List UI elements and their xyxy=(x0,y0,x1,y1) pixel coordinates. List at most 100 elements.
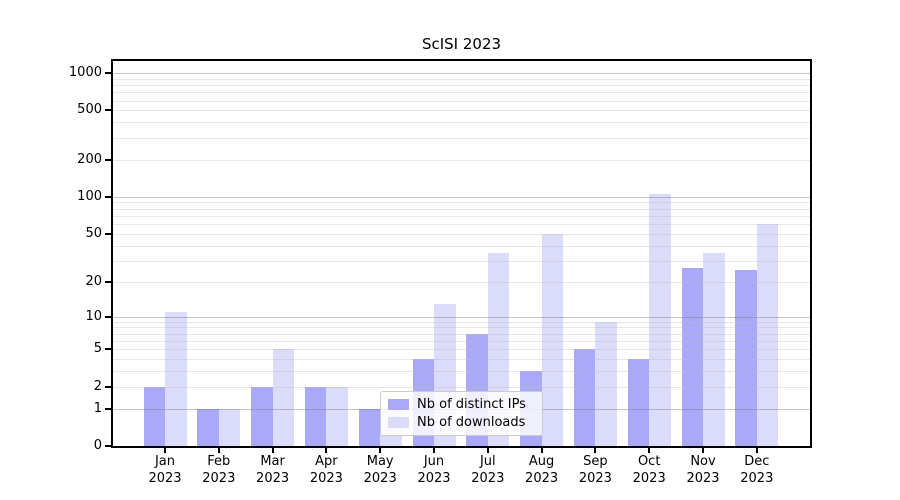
x-tick-month: Apr xyxy=(315,454,338,469)
x-tick-month: Dec xyxy=(744,454,770,469)
y-tick-label: 20 xyxy=(85,273,102,289)
bar-downloads xyxy=(756,224,779,446)
x-tick-year: 2023 xyxy=(363,471,397,486)
legend-label-distinct-ips: Nb of distinct IPs xyxy=(417,397,526,412)
x-tick-year: 2023 xyxy=(525,471,559,486)
x-tick-mark xyxy=(271,448,274,453)
y-tick-mark xyxy=(105,280,111,283)
y-tick-label: 200 xyxy=(77,151,102,167)
x-tick-label: Jul 2023 xyxy=(460,453,516,487)
legend-swatch-distinct-ips xyxy=(388,399,409,410)
x-tick-month: Jul xyxy=(479,454,496,469)
x-tick-year: 2023 xyxy=(632,471,666,486)
bar-distinct-ips xyxy=(627,359,650,446)
x-tick-month: Jan xyxy=(154,454,176,469)
x-tick-mark xyxy=(648,448,651,453)
legend: Nb of distinct IPs Nb of downloads xyxy=(380,391,543,436)
legend-entry-downloads: Nb of downloads xyxy=(388,415,534,430)
x-tick-year: 2023 xyxy=(256,471,290,486)
x-tick-mark xyxy=(217,448,220,453)
x-tick-label: Dec 2023 xyxy=(729,453,785,487)
bar-distinct-ips xyxy=(358,408,381,446)
bar-downloads xyxy=(595,321,617,446)
y-tick-mark xyxy=(105,158,111,161)
bar-downloads xyxy=(541,233,564,446)
bar-distinct-ips xyxy=(251,386,273,446)
bar-distinct-ips xyxy=(143,386,165,446)
y-tick-mark xyxy=(105,407,111,410)
y-tick-mark xyxy=(105,72,111,75)
x-tick-year: 2023 xyxy=(148,471,182,486)
x-tick-year: 2023 xyxy=(471,471,505,486)
x-tick-label: Apr 2023 xyxy=(298,453,354,487)
x-tick-month: Oct xyxy=(637,454,661,469)
bar-downloads xyxy=(218,408,241,446)
x-tick-mark xyxy=(379,448,382,453)
plot-inner xyxy=(113,61,810,446)
x-tick-label: Mar 2023 xyxy=(245,453,301,487)
y-tick-mark xyxy=(105,109,111,112)
x-tick-label: May 2023 xyxy=(352,453,408,487)
x-tick-mark xyxy=(702,448,704,453)
x-tick-year: 2023 xyxy=(578,471,612,486)
x-tick-month: Sep xyxy=(583,454,608,469)
y-tick-label: 5 xyxy=(93,341,102,357)
bar-downloads xyxy=(326,386,348,446)
x-tick-year: 2023 xyxy=(740,471,774,486)
y-tick-label: 10 xyxy=(85,308,102,324)
bar-distinct-ips xyxy=(304,386,327,446)
bar-distinct-ips xyxy=(573,349,596,446)
bar-downloads xyxy=(703,252,725,446)
x-tick-year: 2023 xyxy=(417,471,451,486)
y-tick-label: 100 xyxy=(77,188,102,204)
y-tick-label: 500 xyxy=(77,102,102,118)
x-tick-year: 2023 xyxy=(309,471,343,486)
x-tick-mark xyxy=(325,448,328,453)
x-tick-mark xyxy=(164,448,166,453)
y-tick-mark xyxy=(105,385,111,388)
y-tick-label: 2 xyxy=(93,378,102,394)
x-tick-label: Jun 2023 xyxy=(406,453,462,487)
x-tick-year: 2023 xyxy=(202,471,236,486)
x-tick-month: Jun xyxy=(423,454,445,469)
y-tick-mark xyxy=(105,445,111,447)
bars-layer xyxy=(113,61,810,446)
y-tick-mark xyxy=(105,232,111,235)
legend-entry-distinct-ips: Nb of distinct IPs xyxy=(388,397,534,412)
x-tick-mark xyxy=(486,448,489,453)
legend-label-downloads: Nb of downloads xyxy=(417,415,526,430)
bar-downloads xyxy=(649,194,671,446)
x-tick-year: 2023 xyxy=(686,471,720,486)
bar-downloads xyxy=(165,311,187,446)
x-tick-label: Sep 2023 xyxy=(567,453,623,487)
x-tick-month: Feb xyxy=(207,454,231,469)
x-tick-label: Oct 2023 xyxy=(621,453,677,487)
x-tick-label: Feb 2023 xyxy=(191,453,247,487)
x-tick-month: Nov xyxy=(690,454,716,469)
y-tick-label: 1000 xyxy=(68,65,102,81)
x-tick-label: Nov 2023 xyxy=(675,453,731,487)
y-tick-label: 0 xyxy=(93,438,102,453)
y-tick-mark xyxy=(105,195,111,198)
x-tick-label: Jan 2023 xyxy=(137,453,193,487)
y-tick-label: 1 xyxy=(93,400,102,416)
bar-distinct-ips xyxy=(735,270,757,446)
x-tick-month: Mar xyxy=(260,454,285,469)
chart-title: ScISI 2023 xyxy=(421,35,502,53)
bar-downloads xyxy=(272,349,295,446)
x-tick-month: May xyxy=(366,454,394,469)
bar-distinct-ips xyxy=(681,268,703,446)
x-tick-month: Aug xyxy=(528,454,555,469)
x-tick-label: Aug 2023 xyxy=(514,453,570,487)
plot-area xyxy=(111,59,812,448)
x-tick-mark xyxy=(540,448,543,453)
y-tick-mark xyxy=(105,315,111,318)
x-tick-mark xyxy=(433,448,435,453)
x-tick-mark xyxy=(594,448,597,453)
y-tick-mark xyxy=(105,348,111,351)
legend-swatch-downloads xyxy=(388,417,409,428)
y-tick-label: 50 xyxy=(85,225,102,241)
x-tick-mark xyxy=(755,448,758,453)
bar-distinct-ips xyxy=(197,408,219,446)
